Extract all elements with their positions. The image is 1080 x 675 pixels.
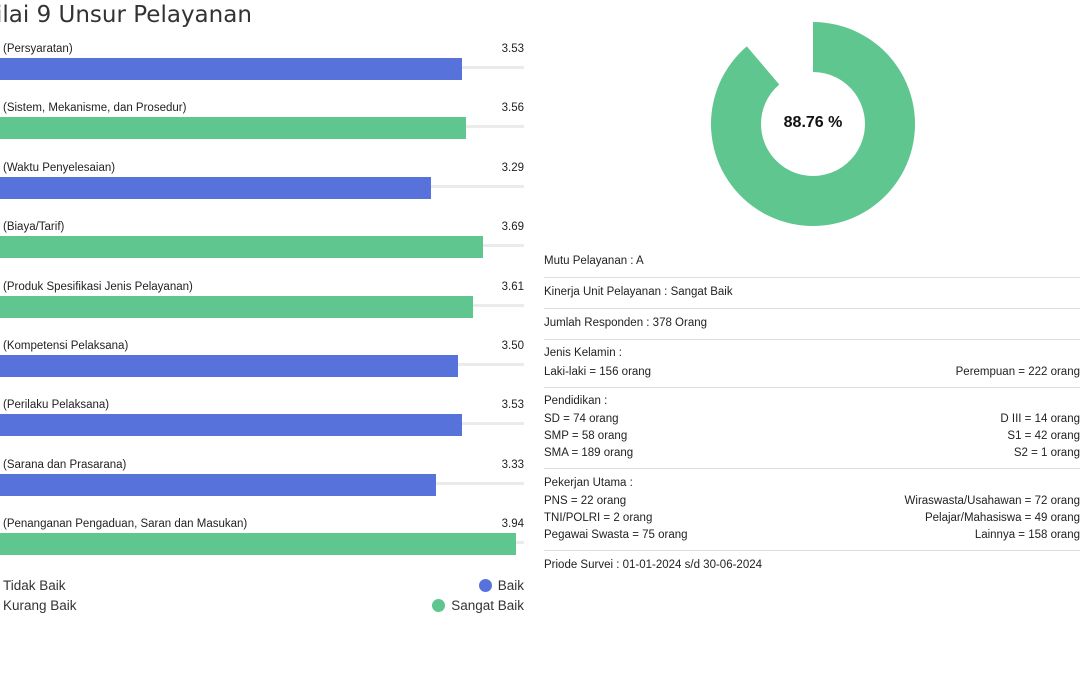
job-item: Pelajar/Mahasiswa = 49 orang	[924, 512, 1080, 524]
divider	[544, 468, 1080, 469]
divider	[544, 277, 1080, 278]
legend-kurang-baik[interactable]: Kurang Baik	[3, 598, 77, 613]
edu-rows: SD = 74 orang SMP = 58 orang SMA = 189 o…	[544, 411, 1080, 462]
legend-label-baik: Baik	[497, 578, 524, 593]
edu-item: SMA = 189 orang	[544, 447, 634, 459]
job-right-col: Wiraswasta/Usahawan = 72 orang Pelajar/M…	[905, 493, 1080, 544]
bar-label: (Kompetensi Pelaksana)	[3, 340, 129, 352]
gender-female: Perempuan = 222 orang	[955, 366, 1080, 378]
gender-male: Laki-laki = 156 orang	[544, 366, 652, 378]
divider	[544, 339, 1080, 340]
job-item: PNS = 22 orang	[544, 495, 627, 507]
bar-value-label: 3.69	[501, 221, 524, 234]
job-left-col: PNS = 22 orang TNI/POLRI = 2 orang Pegaw…	[544, 493, 688, 544]
donut-percentage: 88.76 %	[783, 114, 843, 131]
bar-label: (Persyaratan)	[3, 43, 73, 55]
bar-value-label: 3.53	[501, 399, 524, 412]
bar-row: (Persyaratan) 3.53	[0, 43, 524, 101]
job-item: Lainnya = 158 orang	[974, 529, 1080, 541]
page-title: ilai 9 Unsur Pelayanan	[0, 2, 252, 28]
bar-row: (Produk Spesifikasi Jenis Pelayanan) 3.61	[0, 281, 524, 339]
bar-label: (Perilaku Pelaksana)	[3, 399, 110, 412]
bar-row: (Kompetensi Pelaksana) 3.50	[0, 340, 524, 398]
edu-left-col: SD = 74 orang SMP = 58 orang SMA = 189 o…	[544, 411, 633, 462]
divider	[544, 550, 1080, 551]
bar[interactable]	[0, 414, 462, 437]
bar[interactable]	[0, 117, 466, 140]
bar[interactable]	[0, 355, 458, 377]
bar-value-label: 3.94	[501, 518, 524, 531]
bar-label: (Penanganan Pengaduan, Saran dan Masukan…	[3, 518, 248, 531]
bar-label: (Waktu Penyelesaian)	[3, 161, 116, 174]
bar-label: (Sistem, Mekanisme, dan Prosedur)	[3, 102, 187, 115]
job-item: Pegawai Swasta = 75 orang	[544, 529, 688, 541]
bar-label: (Produk Spesifikasi Jenis Pelayanan)	[3, 280, 193, 293]
bar-chart: (Persyaratan) 3.53 (Sistem, Mekanisme, dan…	[0, 0, 530, 575]
bar-value-label: 3.61	[501, 280, 524, 293]
legend-label-sangat-baik: Sangat Baik	[451, 598, 524, 613]
bar-value-label: 3.33	[501, 458, 524, 471]
edu-item: D III = 14 orang	[1000, 413, 1080, 425]
legend-label-tidak-baik: Tidak Baik	[3, 578, 66, 593]
gender-title: Jenis Kelamin :	[544, 347, 622, 359]
legend-label-kurang-baik: Kurang Baik	[3, 598, 77, 613]
bar-row: (Waktu Penyelesaian) 3.29	[0, 162, 524, 220]
chart-legend: Tidak Baik Baik Kurang Baik Sangat Baik	[0, 578, 524, 622]
edu-item: SMP = 58 orang	[544, 430, 628, 442]
divider	[544, 308, 1080, 309]
legend-tidak-baik[interactable]: Tidak Baik	[3, 578, 66, 593]
legend-sangat-baik[interactable]: Sangat Baik	[432, 598, 524, 613]
bar-row: (Penanganan Pengaduan, Saran dan Masukan…	[0, 518, 524, 576]
bar-row: (Sarana dan Prasarana) 3.33	[0, 459, 524, 517]
bar-value-label: 3.29	[501, 161, 524, 174]
bar[interactable]	[0, 236, 483, 259]
donut-arc	[711, 22, 915, 226]
periode-survei: Priode Survei : 01-01-2024 s/d 30-06-202…	[544, 559, 763, 571]
edu-right-col: D III = 14 orang S1 = 42 orang S2 = 1 or…	[1000, 411, 1080, 462]
job-item: Wiraswasta/Usahawan = 72 orang	[904, 495, 1080, 507]
bar[interactable]	[0, 533, 516, 556]
bar-value-label: 3.53	[501, 43, 524, 55]
bar-label: (Biaya/Tarif)	[3, 221, 65, 234]
job-title: Pekerjan Utama :	[544, 477, 633, 489]
donut-chart	[711, 22, 915, 226]
bar[interactable]	[0, 473, 436, 496]
legend-dot-blue-icon	[478, 579, 492, 592]
bar[interactable]	[0, 58, 462, 80]
kinerja-unit: Kinerja Unit Pelayanan : Sangat Baik	[544, 286, 733, 298]
edu-item: SD = 74 orang	[544, 413, 619, 425]
legend-dot-green-icon	[432, 599, 446, 612]
bar-value-label: 3.50	[501, 340, 524, 352]
bar-value-label: 3.56	[501, 102, 524, 115]
edu-title: Pendidikan :	[544, 395, 608, 407]
bar[interactable]	[0, 176, 431, 199]
bar-row: (Perilaku Pelaksana) 3.53	[0, 399, 524, 457]
job-rows: PNS = 22 orang TNI/POLRI = 2 orang Pegaw…	[544, 493, 1080, 544]
bar-row: (Sistem, Mekanisme, dan Prosedur) 3.56	[0, 102, 524, 160]
mutu-pelayanan: Mutu Pelayanan : A	[544, 255, 644, 267]
gender-row: Laki-laki = 156 orang Perempuan = 222 or…	[544, 364, 1080, 381]
bar-label: (Sarana dan Prasarana)	[3, 458, 127, 471]
divider	[544, 387, 1080, 388]
bar[interactable]	[0, 295, 473, 318]
legend-baik[interactable]: Baik	[478, 578, 524, 593]
job-item: TNI/POLRI = 2 orang	[544, 512, 653, 524]
jumlah-responden: Jumlah Responden : 378 Orang	[544, 317, 708, 329]
bar-row: (Biaya/Tarif) 3.69	[0, 221, 524, 279]
edu-item: S1 = 42 orang	[1007, 430, 1080, 442]
edu-item: S2 = 1 orang	[1013, 447, 1080, 459]
